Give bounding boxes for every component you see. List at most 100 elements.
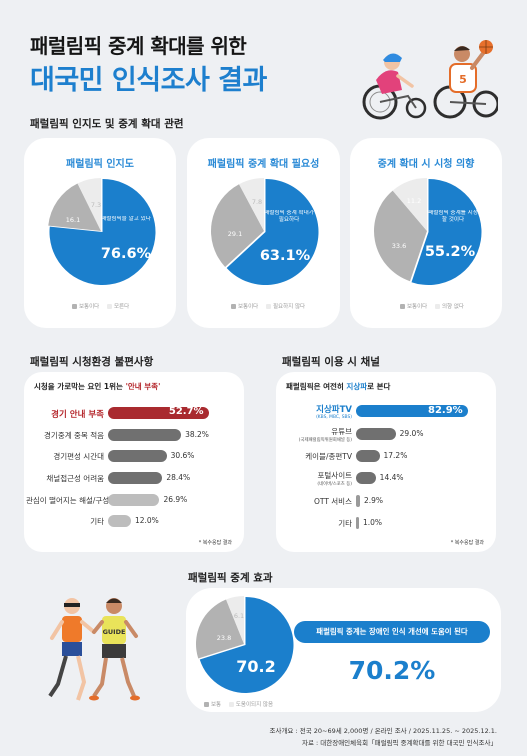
pie-awareness-highlight-text: 패럴림픽을 알고 있다 (101, 216, 151, 222)
pie-slice-패럴림픽-중계를-시청할-것이다 (411, 179, 482, 285)
pie-slice-패럴림픽-중계-확대가-필요하다 (226, 179, 319, 285)
card-intention-title: 중계 확대 시 시청 의향 (377, 159, 475, 170)
pie-effect-slice1-label: 23.8 (217, 634, 231, 642)
legend-awareness-item2: 모른다 (114, 304, 130, 310)
runner-athlete (48, 598, 96, 701)
wheelchair-athletes-illustration: 5 (362, 40, 498, 120)
pie-slice-모른다 (77, 178, 101, 231)
legend-awareness-item1: 보통이다 (79, 304, 100, 310)
footer-source: 자료 : 대한장애인체육회「패럴림픽 중계확대를 위한 대국민 인식조사」 (301, 739, 497, 747)
legend-necessity-item1: 보통이다 (238, 304, 259, 310)
blind-runner-with-guide-illustration: GUIDE (48, 598, 140, 701)
pie-intention-slice1-label: 33.6 (392, 242, 406, 250)
pie-slice-보통이다 (48, 183, 101, 231)
pie-slice-보통 (196, 599, 244, 659)
card-inconvenience: 시청을 가로막는 요인 1위는 '안내 부족' 경기 안내 부족 52.7% 경기중… (24, 372, 244, 552)
bar-category-label: 기타 (90, 517, 104, 527)
pie-slice-필요하지-않다 (239, 178, 264, 231)
inconvenience-note: * 복수응답 결과 (198, 540, 232, 546)
bar-value-label: 30.6% (170, 451, 195, 461)
pie-necessity-slice1-label: 29.1 (228, 230, 242, 238)
legend-effect-item2: 도움이되지 않음 (235, 702, 274, 708)
pie-intention: 33.6 11.2 패럴림픽 중계를 시청할 것이다 55.2% (374, 178, 482, 285)
bar-category-sublabel: (KBS, MBC, SBS) (316, 415, 352, 421)
bar-value-label: 1.0% (363, 517, 383, 527)
channel-note: * 복수응답 결과 (450, 540, 484, 546)
pie-slice-보통이다 (374, 190, 427, 282)
effect-big-value: 70.2% (348, 656, 436, 685)
bar-mark (356, 472, 376, 485)
bar-category-label: 기타 (338, 518, 352, 528)
pie-intention-main-value: 55.2% (425, 244, 476, 260)
bar-value-label: 38.2% (185, 429, 209, 439)
pie-intention-highlight-text: 패럴림픽 중계를 시청할 것이다 (428, 210, 478, 223)
bar-value-label: 12.0% (134, 516, 159, 526)
legend-effect-item1: 보통 (211, 702, 222, 708)
bar-value-label: 28.4% (166, 472, 191, 482)
jersey-number: 5 (459, 73, 467, 86)
legend-necessity-item2: 필요하지 않다 (273, 304, 306, 310)
card-necessity-title: 패럴림픽 중계 확대 필요성 (207, 159, 320, 170)
bar-category-label: 경기중계 중복 적음 (44, 430, 104, 440)
bar-category-label: 지상파TV (KBS, MBC, SBS) (278, 403, 352, 420)
channel-subtitle: 패럴림픽은 여전히 지상파로 본다 (286, 381, 390, 392)
bar-category-label: 경기 안내 부족 (51, 409, 104, 420)
channel-bars: 지상파TV (KBS, MBC, SBS) 82.9% 유튜브 (국제패럴림픽위원회채널… (276, 400, 496, 534)
bar-category-sublabel: (네이버/스포츠 등) (317, 482, 352, 488)
channel-subtitle-highlight: 지상파 (346, 382, 368, 391)
bar-value-label: 82.9% (428, 404, 463, 416)
pie-slice-패럴림픽을-알고-있다 (49, 179, 156, 285)
legend-effect: 보통 도움이되지 않음 (204, 700, 279, 708)
pie-intention-slice2-label: 11.2 (407, 197, 421, 205)
bar-value-label: 2.9% (363, 495, 384, 505)
guide-runner: GUIDE (89, 598, 140, 701)
bar-mark (108, 406, 209, 419)
bar-value-label: 26.9% (163, 494, 188, 504)
pie-necessity-main-value: 63.1% (260, 248, 311, 264)
card-awareness-title: 패럴림픽 인지도 (66, 159, 134, 170)
inconvenience-bars: 경기 안내 부족 52.7% 경기중계 중복 적음 38.2% 경기편성 시간대 30.6… (24, 402, 244, 532)
pie-awareness-slice2-label: 7.3 (91, 201, 101, 209)
bar-mark (356, 427, 396, 440)
bar-mark (108, 493, 160, 506)
headline-line1: 패럴림픽 중계 확대를 위한 (30, 34, 247, 58)
pie-effect-center-value: 70.2 (236, 657, 275, 676)
card-intention: 중계 확대 시 시청 의향 33.6 11.2 패럴림픽 중계를 시청할 것이다… (350, 138, 502, 328)
section-effect-title: 패럴림픽 중계 효과 (188, 572, 273, 584)
bar-mark (356, 494, 360, 507)
wheelchair-basketball-player: 5 (433, 40, 498, 119)
card-awareness: 패럴림픽 인지도 16.1 7.3 패럴림픽을 알고 있다 76.6% 보통이다… (24, 138, 176, 328)
pie-effect-slice2-label: 6.1 (234, 612, 244, 620)
pie-necessity-slice2-label: 7.8 (252, 198, 262, 206)
pie-necessity: 29.1 7.8 패럴림픽 중계 확대가 필요하다 63.1% (210, 178, 319, 285)
pie-slice-패럴림픽-중계는-장애인-인식-개선에-도움이-된다 (199, 597, 294, 693)
bar-mark (356, 516, 359, 529)
bar-category-label: 유튜브 (국제패럴림픽위원회채널 등) (278, 426, 352, 443)
pie-awareness-main-value: 76.6% (101, 246, 152, 262)
footer-survey-info: 조사개요 : 전국 20~69세 2,000명 / 온라인 조사 / 2025.… (269, 727, 497, 735)
section-channel-title: 패럴림픽 이용 시 채널 (282, 356, 380, 368)
card-effect: 23.8 6.1 70.2 보통 도움이되지 않음 패럴림픽 중계는 장애인 인… (186, 588, 501, 712)
bar-mark (356, 405, 468, 418)
legend-awareness: 보통이다 모른다 (72, 302, 135, 310)
guide-bib-text: GUIDE (103, 628, 126, 636)
card-channel: 패럴림픽은 여전히 지상파로 본다 지상파TV (KBS, MBC, SBS) 82… (276, 372, 496, 552)
card-necessity: 패럴림픽 중계 확대 필요성 29.1 7.8 패럴림픽 중계 확대가 필요하다… (187, 138, 340, 328)
pie-slice-의향-없다 (392, 178, 427, 231)
bar-category-label: 관심이 떨어지는 해설/구성 (26, 495, 110, 505)
legend-intention-item2: 의향 없다 (442, 304, 464, 310)
inconvenience-subtitle: 시청을 가로막는 요인 1위는 '안내 부족' (34, 381, 160, 392)
bar-category-label: 포털사이트 (네이버/스포츠 등) (278, 470, 352, 487)
pie-slice-보통이다 (210, 184, 264, 268)
inconvenience-subtitle-text: 시청을 가로막는 요인 1위는 (34, 382, 126, 391)
bar-category-label: OTT 서비스 (313, 496, 352, 506)
bar-mark (108, 515, 131, 528)
bar-mark (108, 471, 163, 484)
pie-awareness: 16.1 7.3 패럴림픽을 알고 있다 76.6% (48, 178, 156, 285)
bar-category-sublabel: (국제패럴림픽위원회채널 등) (298, 437, 352, 443)
pie-awareness-slice1-label: 16.1 (66, 216, 80, 224)
channel-subtitle-tail: 로 본다 (367, 382, 391, 391)
section-inconvenience-title: 패럴림픽 시청환경 불편사항 (30, 356, 154, 368)
bar-category-label: 경기편성 시간대 (53, 452, 104, 462)
bar-value-label: 17.2% (383, 450, 408, 460)
